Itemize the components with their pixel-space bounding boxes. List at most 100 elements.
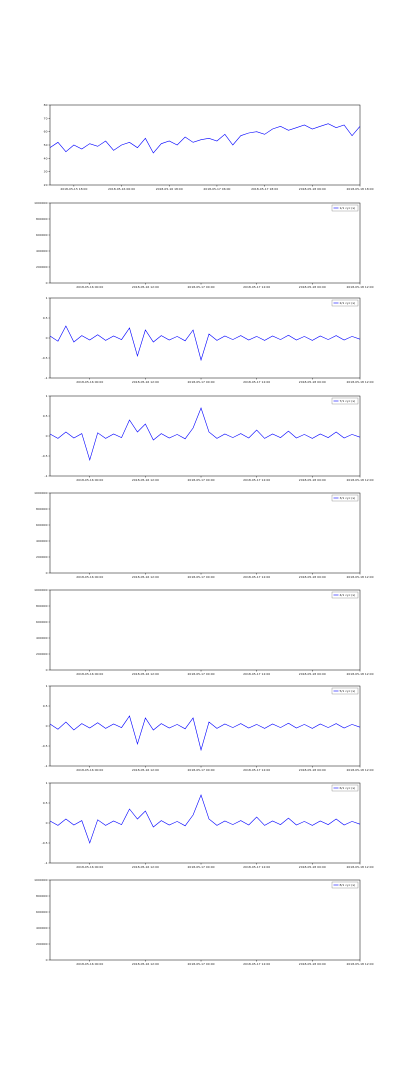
y-tick-label: 0 xyxy=(46,434,48,438)
y-tick-label: -0.5 xyxy=(42,744,48,748)
y-tick-label: 1 xyxy=(46,684,48,688)
y-tick-label: 400000 xyxy=(36,926,48,930)
x-tick-label: 2018-05-16 00:00 xyxy=(76,380,103,384)
x-tick-label: 2018-05-18 00:00 xyxy=(299,380,326,384)
x-tick-label: 2018-05-18 12:00 xyxy=(346,865,373,869)
y-tick-label: 0 xyxy=(46,336,48,340)
x-tick-label: 2018-05-17 00:00 xyxy=(188,962,215,966)
x-tick-label: 2018-05-17 00:00 xyxy=(188,478,215,482)
legend-box xyxy=(331,397,359,405)
y-tick-label: -0.5 xyxy=(42,356,48,360)
y-tick-label: 70 xyxy=(44,116,48,120)
x-tick-label: 2018-05-17 00:00 xyxy=(188,768,215,772)
plot-frame xyxy=(49,879,361,961)
x-tick-label: 2018-05-17 00:00 xyxy=(188,672,215,676)
legend-label: 1/1 cyc (s) xyxy=(340,206,356,210)
legend-label: 4/1 cyc (s) xyxy=(340,593,356,597)
y-tick-label: 0 xyxy=(46,958,48,962)
data-line xyxy=(49,794,361,844)
x-tick-label: 2018-05-16 12:00 xyxy=(132,285,159,289)
x-tick-label: 2018-05-18 00:00 xyxy=(299,768,326,772)
plot-frame xyxy=(49,589,361,671)
plot-frame xyxy=(49,202,361,284)
x-tick-label: 2018-05-17 18:00 xyxy=(251,187,278,191)
x-tick-label: 2018-05-17 12:00 xyxy=(243,672,270,676)
legend-box xyxy=(331,204,359,212)
x-tick-label: 2018-05-16 00:00 xyxy=(76,478,103,482)
y-tick-label: 0 xyxy=(46,724,48,728)
legend-label: 6/1 cyc (s) xyxy=(340,786,356,790)
x-tick-label: 2018-05-16 00:00 xyxy=(76,768,103,772)
x-tick-label: 2018-05-16 12:00 xyxy=(132,962,159,966)
x-tick-label: 2018-05-18 12:00 xyxy=(346,575,373,579)
x-tick-label: 2018-05-16 00:00 xyxy=(76,962,103,966)
y-tick-label: 50 xyxy=(44,143,48,147)
data-line xyxy=(49,715,361,752)
data-line xyxy=(49,325,361,362)
x-tick-label: 2018-05-17 00:00 xyxy=(188,865,215,869)
y-tick-label: -0.5 xyxy=(42,841,48,845)
plot-frame xyxy=(49,685,361,767)
x-tick-label: 2018-05-18 18:00 xyxy=(346,187,373,191)
x-tick-label: 2018-05-18 06:00 xyxy=(299,187,326,191)
x-tick-label: 2018-05-16 06:00 xyxy=(108,187,135,191)
y-tick-label: 1000000 xyxy=(34,491,47,495)
y-tick-label: 1000000 xyxy=(34,878,47,882)
x-tick-label: 2018-05-18 12:00 xyxy=(346,962,373,966)
legend-box xyxy=(331,687,359,695)
y-tick-label: 400000 xyxy=(36,249,48,253)
x-tick-label: 2018-05-15 18:00 xyxy=(60,187,87,191)
legend-label: 8/1 cyc (s) xyxy=(340,883,356,887)
x-tick-label: 2018-05-17 00:00 xyxy=(188,285,215,289)
x-tick-label: 2018-05-18 12:00 xyxy=(346,478,373,482)
y-tick-label: 800000 xyxy=(36,894,48,898)
y-tick-label: 0.5 xyxy=(43,801,48,805)
x-tick-label: 2018-05-16 18:00 xyxy=(156,187,183,191)
x-tick-label: 2018-05-17 12:00 xyxy=(243,962,270,966)
y-tick-label: 1000000 xyxy=(34,201,47,205)
y-tick-label: 600000 xyxy=(36,233,48,237)
y-tick-label: 600000 xyxy=(36,620,48,624)
y-tick-label: 0 xyxy=(46,668,48,672)
x-tick-label: 2018-05-16 12:00 xyxy=(132,865,159,869)
legend-box xyxy=(331,299,359,307)
y-tick-label: -1 xyxy=(45,764,48,768)
y-tick-label: 400000 xyxy=(36,636,48,640)
x-tick-label: 2018-05-16 00:00 xyxy=(76,865,103,869)
y-tick-label: -1 xyxy=(45,376,48,380)
y-tick-label: 1 xyxy=(46,296,48,300)
x-tick-label: 2018-05-17 12:00 xyxy=(243,575,270,579)
legend-label: 3/1 cyc (s) xyxy=(340,496,356,500)
x-tick-label: 2018-05-18 00:00 xyxy=(299,962,326,966)
x-tick-label: 2018-05-17 12:00 xyxy=(243,478,270,482)
x-tick-label: 2018-05-17 12:00 xyxy=(243,865,270,869)
y-tick-label: 0.5 xyxy=(43,316,48,320)
x-tick-label: 2018-05-18 00:00 xyxy=(299,285,326,289)
legend-label: 5/1 cyc (s) xyxy=(340,689,356,693)
legend-box xyxy=(331,784,359,792)
y-tick-label: 600000 xyxy=(36,523,48,527)
legend-box xyxy=(331,591,359,599)
x-tick-label: 2018-05-16 00:00 xyxy=(76,672,103,676)
y-tick-label: 800000 xyxy=(36,217,48,221)
y-tick-label: 40 xyxy=(44,156,48,160)
y-tick-label: 0 xyxy=(46,821,48,825)
y-tick-label: 400000 xyxy=(36,539,48,543)
plot-frame xyxy=(49,104,361,186)
y-tick-label: 0.5 xyxy=(43,704,48,708)
x-tick-label: 2018-05-16 00:00 xyxy=(76,285,103,289)
x-tick-label: 2018-05-16 12:00 xyxy=(132,768,159,772)
x-tick-label: 2018-05-17 12:00 xyxy=(243,768,270,772)
x-tick-label: 2018-05-16 12:00 xyxy=(132,380,159,384)
x-tick-label: 2018-05-16 12:00 xyxy=(132,575,159,579)
y-tick-label: 800000 xyxy=(36,507,48,511)
y-tick-label: 0.5 xyxy=(43,414,48,418)
x-tick-label: 2018-05-17 12:00 xyxy=(243,380,270,384)
y-tick-label: 80 xyxy=(44,103,48,107)
y-tick-label: 200000 xyxy=(36,942,48,946)
y-tick-label: 800000 xyxy=(36,604,48,608)
y-tick-label: 30 xyxy=(44,170,48,174)
data-line xyxy=(49,123,361,154)
x-tick-label: 2018-05-18 12:00 xyxy=(346,380,373,384)
y-tick-label: 200000 xyxy=(36,555,48,559)
